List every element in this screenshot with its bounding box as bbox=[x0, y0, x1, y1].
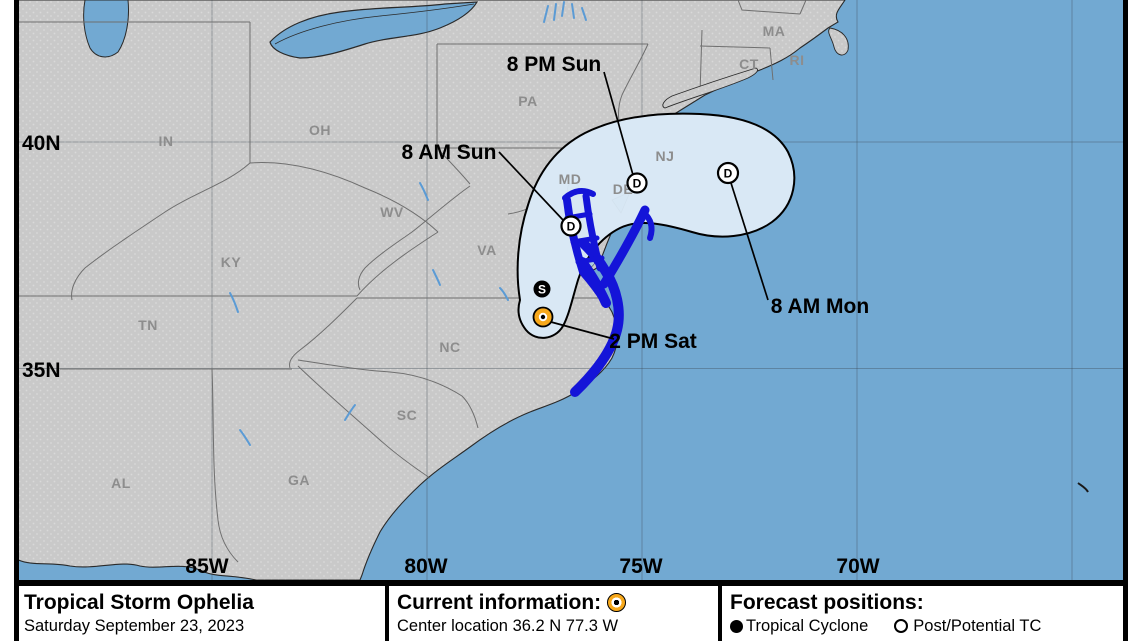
lat-label-40n: 40N bbox=[22, 132, 61, 155]
tropical-cyclone-label: Tropical Cyclone bbox=[746, 617, 869, 635]
section-divider bbox=[718, 586, 722, 641]
state-label-va: VA bbox=[477, 242, 496, 258]
time-label-2pm-sat: 2 PM Sat bbox=[609, 330, 697, 353]
info-bar: Tropical Storm Ophelia Saturday Septembe… bbox=[16, 580, 1126, 641]
center-location: Center location 36.2 N 77.3 W bbox=[397, 617, 619, 635]
time-labels: 8 PM Sun 8 AM Sun 8 AM Mon 2 PM Sat bbox=[402, 53, 870, 353]
state-label-md: MD bbox=[559, 171, 582, 187]
forecast-markers: D D D S bbox=[532, 161, 740, 328]
marker-letter: D bbox=[567, 220, 576, 234]
current-info-heading: Current information: bbox=[397, 590, 718, 615]
forecast-point-8pm-sat: S bbox=[533, 280, 551, 298]
forecast-point-8am-sun: D bbox=[560, 215, 582, 237]
lon-label-85w: 85W bbox=[185, 555, 228, 578]
lon-label-70w: 70W bbox=[836, 555, 879, 578]
state-label-sc: SC bbox=[397, 407, 417, 423]
small-island-mark bbox=[1077, 482, 1089, 493]
state-labels: IN OH PA WV VA KY TN NC SC GA AL MA CT R… bbox=[111, 23, 804, 491]
state-label-al: AL bbox=[111, 475, 131, 491]
current-position-marker bbox=[532, 306, 554, 328]
time-label-8am-sun: 8 AM Sun bbox=[402, 141, 497, 164]
state-label-nc: NC bbox=[439, 339, 460, 355]
post-potential-tc-icon bbox=[894, 619, 909, 633]
state-label-ct: CT bbox=[739, 56, 759, 72]
map-frame-right bbox=[1123, 0, 1128, 641]
lake-michigan bbox=[83, 0, 129, 58]
cape-cod bbox=[828, 27, 849, 56]
section-divider bbox=[385, 586, 389, 641]
state-label-pa: PA bbox=[518, 93, 537, 109]
lake-erie bbox=[269, 1, 479, 59]
marker-letter: S bbox=[538, 283, 546, 297]
rivers bbox=[229, 1, 587, 446]
state-label-in: IN bbox=[159, 133, 174, 149]
lon-label-80w: 80W bbox=[404, 555, 447, 578]
time-label-8pm-sun: 8 PM Sun bbox=[507, 53, 602, 76]
state-label-ma: MA bbox=[763, 23, 786, 39]
state-label-ky: KY bbox=[221, 254, 242, 270]
storm-name: Tropical Storm Ophelia bbox=[24, 591, 254, 614]
storm-date: Saturday September 23, 2023 bbox=[24, 617, 245, 635]
forecast-point-8pm-sun: D bbox=[626, 172, 648, 194]
current-info-section: Current information: Center location 36.… bbox=[389, 586, 718, 641]
warning-lines bbox=[562, 187, 655, 397]
tropical-cyclone-icon bbox=[730, 620, 743, 633]
marker-letter: D bbox=[633, 177, 642, 191]
hurricane-track-map: IN OH PA WV VA KY TN NC SC GA AL MA CT R… bbox=[18, 0, 1124, 580]
forecast-positions-section: Forecast positions: Tropical Cyclone Post… bbox=[722, 586, 1126, 641]
current-info-label: Current information: bbox=[397, 591, 602, 614]
long-island bbox=[662, 67, 759, 109]
leader-lines bbox=[498, 71, 769, 340]
state-label-tn: TN bbox=[138, 317, 158, 333]
forecast-positions-legend: Tropical Cyclone Post/Potential TC bbox=[730, 615, 1126, 637]
state-label-ri: RI bbox=[790, 52, 805, 68]
post-potential-tc-label: Post/Potential TC bbox=[913, 617, 1042, 635]
lon-label-75w: 75W bbox=[619, 555, 662, 578]
state-label-nj: NJ bbox=[656, 148, 675, 164]
marker-letter: D bbox=[724, 167, 733, 181]
map-frame-left bbox=[14, 0, 19, 641]
storm-title-section: Tropical Storm Ophelia Saturday Septembe… bbox=[16, 586, 385, 641]
lat-label-35n: 35N bbox=[22, 359, 61, 382]
time-label-8am-mon: 8 AM Mon bbox=[771, 295, 869, 318]
state-label-wv: WV bbox=[380, 204, 404, 220]
forecast-point-8am-mon: D bbox=[716, 161, 740, 185]
state-label-ga: GA bbox=[288, 472, 310, 488]
forecast-positions-heading: Forecast positions: bbox=[730, 591, 924, 614]
graticule-labels: 40N 35N 85W 80W 75W 70W bbox=[22, 132, 880, 578]
great-lakes bbox=[83, 0, 479, 59]
state-label-oh: OH bbox=[309, 122, 331, 138]
map-area: IN OH PA WV VA KY TN NC SC GA AL MA CT R… bbox=[18, 0, 1124, 580]
current-position-icon bbox=[607, 593, 627, 612]
